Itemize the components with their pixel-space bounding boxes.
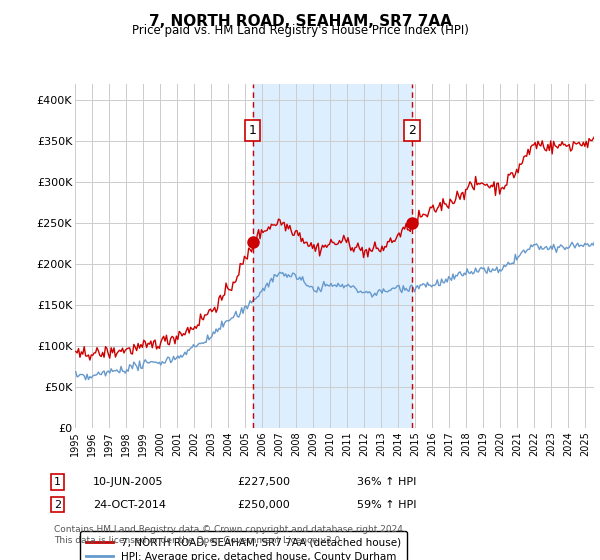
Text: Contains HM Land Registry data © Crown copyright and database right 2024.
This d: Contains HM Land Registry data © Crown c… (54, 525, 406, 545)
Text: 1: 1 (54, 477, 61, 487)
Text: 24-OCT-2014: 24-OCT-2014 (93, 500, 166, 510)
Text: 36% ↑ HPI: 36% ↑ HPI (357, 477, 416, 487)
Text: 7, NORTH ROAD, SEAHAM, SR7 7AA: 7, NORTH ROAD, SEAHAM, SR7 7AA (149, 14, 451, 29)
Text: 1: 1 (249, 124, 257, 137)
Text: 2: 2 (408, 124, 416, 137)
Text: Price paid vs. HM Land Registry's House Price Index (HPI): Price paid vs. HM Land Registry's House … (131, 24, 469, 37)
Text: £227,500: £227,500 (237, 477, 290, 487)
Text: 10-JUN-2005: 10-JUN-2005 (93, 477, 163, 487)
Bar (253, 84, 412, 428)
Legend: 7, NORTH ROAD, SEAHAM, SR7 7AA (detached house), HPI: Average price, detached ho: 7, NORTH ROAD, SEAHAM, SR7 7AA (detached… (80, 531, 407, 560)
Text: 2: 2 (54, 500, 61, 510)
Text: £250,000: £250,000 (237, 500, 290, 510)
Text: 59% ↑ HPI: 59% ↑ HPI (357, 500, 416, 510)
